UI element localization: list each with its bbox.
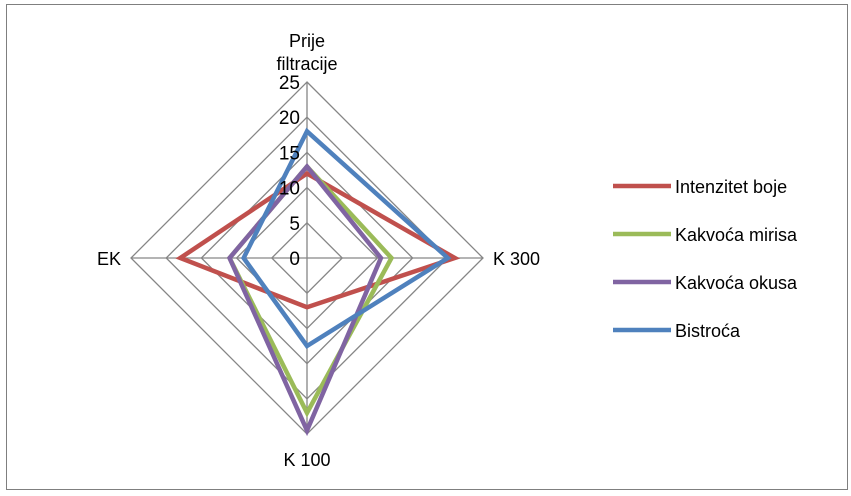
category-label-3: EK: [97, 249, 121, 269]
legend-label-1: Kakvoća mirisa: [675, 225, 798, 245]
series-line-0: [175, 170, 461, 310]
radial-tick-labels: 0 5 10 15 20 25: [279, 73, 300, 270]
tick-label-10: 10: [279, 179, 300, 200]
tick-label-25: 25: [279, 73, 300, 94]
tick-label-20: 20: [279, 108, 300, 129]
legend-label-0: Intenzitet boje: [675, 177, 787, 197]
legend-label-2: Kakvoća okusa: [675, 273, 798, 293]
category-label-0: Prije filtracije: [276, 31, 337, 74]
series-line-2: [226, 162, 384, 437]
legend: Intenzitet boje Kakvoća mirisa Kakvoća oku…: [613, 177, 798, 341]
radar-series: [175, 127, 461, 437]
tick-label-0: 0: [289, 249, 300, 270]
category-labels: Prije filtracije K 300 K 100 EK: [97, 31, 540, 470]
chart-frame: [6, 4, 848, 490]
tick-label-15: 15: [279, 143, 300, 164]
legend-label-3: Bistroća: [675, 321, 741, 341]
tick-label-5: 5: [289, 214, 300, 235]
series-line-3: [241, 127, 452, 350]
category-label-2: K 100: [283, 450, 330, 470]
category-label-1: K 300: [493, 249, 540, 269]
